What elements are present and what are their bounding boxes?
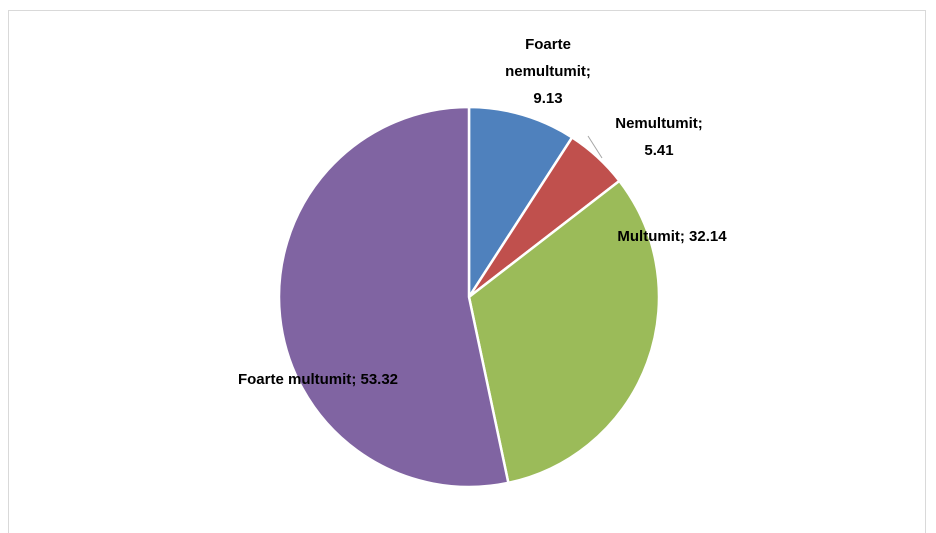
data-label: Nemultumit; 5.41 xyxy=(599,110,719,164)
label-separator: ; xyxy=(585,63,591,80)
label-value: 32.14 xyxy=(689,228,727,245)
label-value: 5.41 xyxy=(644,142,674,159)
leader-line xyxy=(587,135,603,159)
label-separator: ; xyxy=(697,115,703,132)
pie xyxy=(277,105,661,489)
label-category: Multumit xyxy=(617,228,680,245)
pie-slice xyxy=(467,179,661,485)
label-category: Nemultumit xyxy=(615,115,698,132)
label-separator: ; xyxy=(679,228,685,245)
pie-slice xyxy=(467,105,574,299)
label-value: 9.13 xyxy=(533,90,563,107)
label-separator: ; xyxy=(351,371,357,388)
pie-slice xyxy=(277,105,510,489)
label-value: 53.32 xyxy=(360,371,399,388)
data-label: Multumit; 32.14 xyxy=(572,223,772,250)
label-category: Foarte multumit xyxy=(237,371,352,388)
data-label: Foarte nemultumit; 9.13 xyxy=(493,31,603,112)
label-category: Foarte nemultumit xyxy=(505,36,586,80)
data-label: Foarte multumit; 53.32 xyxy=(233,366,403,393)
